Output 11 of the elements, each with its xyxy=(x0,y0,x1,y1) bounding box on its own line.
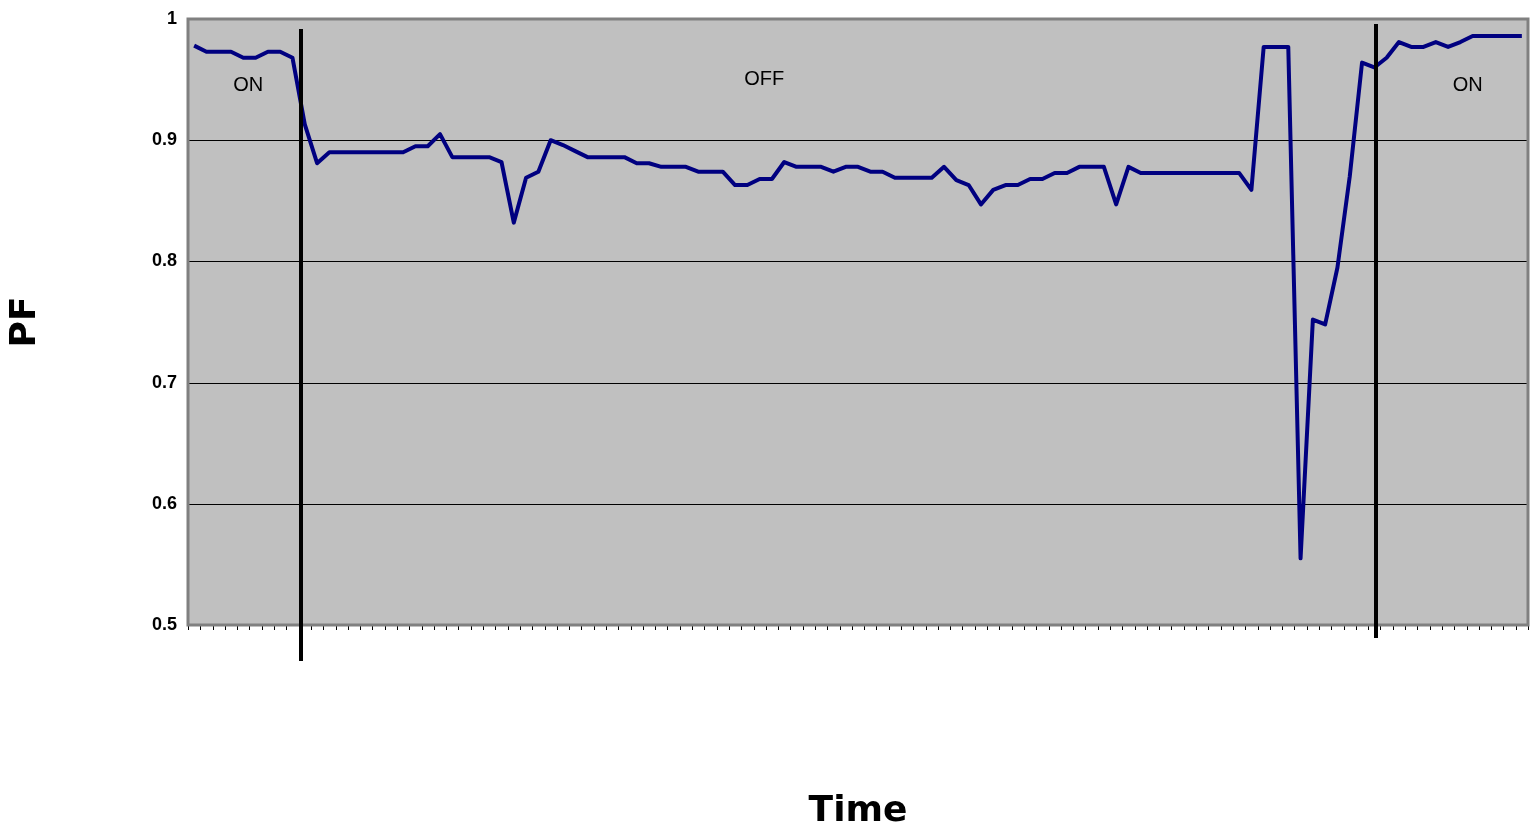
annotation: OFF xyxy=(744,67,785,90)
y-tick-label: 0.7 xyxy=(151,371,177,392)
y-tick-label: 0.6 xyxy=(151,492,177,513)
y-tick-label: 1 xyxy=(166,7,177,28)
y-tick-label: 0.8 xyxy=(151,250,177,271)
annotation: ON xyxy=(233,73,264,96)
y-axis-title: PF xyxy=(1,296,43,348)
y-tick-label: 0.5 xyxy=(151,613,177,634)
y-tick-label: 0.9 xyxy=(151,129,177,150)
x-axis-title: Time xyxy=(808,787,908,829)
annotation: ON xyxy=(1452,73,1483,96)
